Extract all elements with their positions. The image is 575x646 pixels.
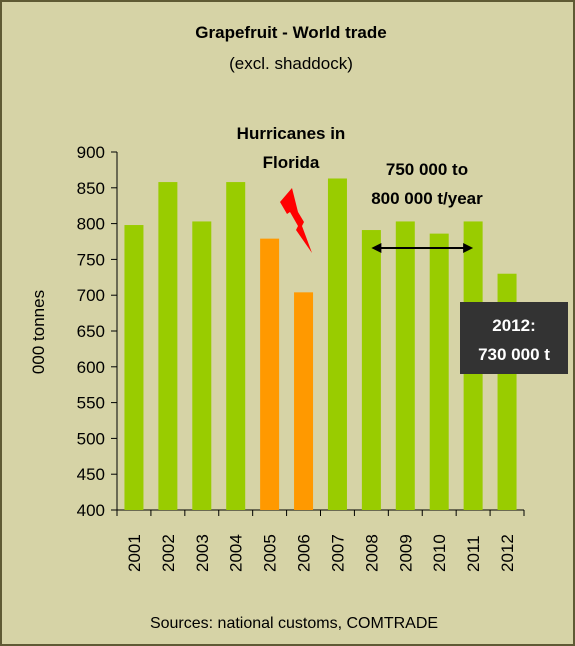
- x-tick-label: 2002: [159, 534, 178, 572]
- y-tick-label: 700: [77, 286, 105, 305]
- y-tick-label: 900: [77, 143, 105, 162]
- y-axis-label: 000 tonnes: [29, 290, 48, 374]
- hurricane-annotation: Hurricanes in Florida: [237, 124, 346, 172]
- x-tick-label: 2004: [227, 534, 246, 572]
- y-tick-label: 650: [77, 322, 105, 341]
- bar-2010: [429, 233, 449, 510]
- y-tick-label: 500: [77, 429, 105, 448]
- x-tick-label: 2005: [261, 534, 280, 572]
- range-annotation: 750 000 to 800 000 t/year: [371, 160, 483, 208]
- y-tick-label: 600: [77, 358, 105, 377]
- x-tick-label: 2009: [396, 534, 415, 572]
- x-tick-label: 2012: [498, 534, 517, 572]
- bar-2006: [294, 292, 314, 510]
- x-tick-label: 2010: [430, 534, 449, 572]
- source-note: Sources: national customs, COMTRADE: [150, 615, 438, 632]
- callout-box: [460, 302, 568, 374]
- range-arrow-right-head: [463, 243, 474, 253]
- y-tick-label: 850: [77, 179, 105, 198]
- chart-subtitle: (excl. shaddock): [229, 54, 353, 73]
- bar-2001: [124, 225, 144, 511]
- bar-2004: [226, 182, 246, 510]
- x-tick-label: 2006: [295, 534, 314, 572]
- y-tick-label: 800: [77, 215, 105, 234]
- bar-2002: [158, 182, 178, 510]
- y-tick-label: 450: [77, 465, 105, 484]
- bar-2007: [327, 178, 347, 510]
- bar-2003: [192, 221, 212, 510]
- callout-2012-label: 2012: 730 000 t: [478, 316, 550, 364]
- x-tick-label: 2003: [193, 534, 212, 572]
- chart-title: Grapefruit - World trade: [195, 23, 386, 42]
- x-tick-label: 2008: [362, 534, 381, 572]
- lightning-bolt-icon: [280, 188, 312, 253]
- x-tick-label: 2011: [464, 535, 483, 572]
- bar-2009: [395, 221, 415, 510]
- bar-2008: [361, 230, 381, 510]
- x-tick-label: 2007: [328, 534, 347, 572]
- x-tick-label: 2001: [125, 534, 144, 572]
- range-arrow-left-head: [371, 243, 382, 253]
- y-tick-label: 550: [77, 394, 105, 413]
- y-tick-label: 400: [77, 501, 105, 520]
- y-tick-label: 750: [77, 250, 105, 269]
- bar-2005: [260, 238, 280, 511]
